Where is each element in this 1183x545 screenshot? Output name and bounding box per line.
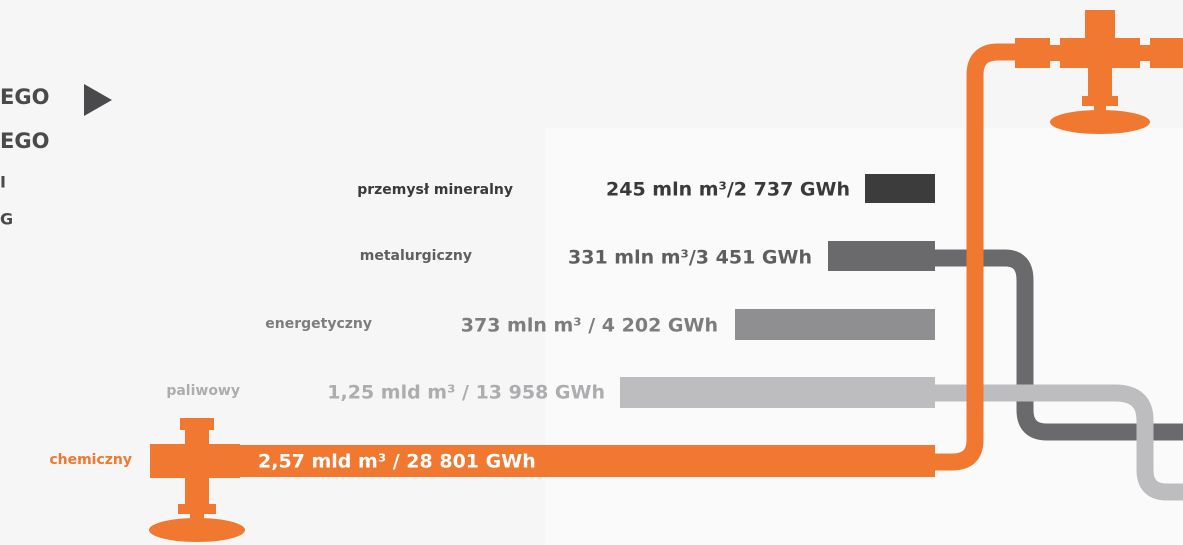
menu-item[interactable]: EGO <box>0 85 49 109</box>
menu-arrow[interactable] <box>84 84 112 116</box>
menu-item[interactable]: G <box>0 210 13 229</box>
sector-name: przemysł mineralny <box>357 182 513 198</box>
sector-amount: 2,57 mld m³ / 28 801 GWh <box>258 451 536 473</box>
bar <box>735 309 935 340</box>
sector-amount: 1,25 mld m³ / 13 958 GWh <box>327 382 605 404</box>
valve <box>149 418 245 542</box>
bar <box>828 241 935 271</box>
bar <box>240 445 935 477</box>
sector-name: metalurgiczny <box>360 248 472 264</box>
bar <box>865 174 935 203</box>
bar <box>620 377 935 408</box>
sector-amount: 245 mln m³/2 737 GWh <box>606 179 850 201</box>
pipe <box>935 384 1183 501</box>
pipe <box>935 249 1183 441</box>
pipe <box>935 43 1020 471</box>
menu-item[interactable]: EGO <box>0 129 49 153</box>
sector-amount: 331 mln m³/3 451 GWh <box>568 247 812 269</box>
sector-name: energetyczny <box>265 316 372 332</box>
sector-name: paliwowy <box>166 383 240 399</box>
sector-amount: 373 mln m³ / 4 202 GWh <box>461 315 718 337</box>
sector-name: chemiczny <box>49 452 132 468</box>
valve <box>1015 10 1183 134</box>
menu-item[interactable]: I <box>0 173 6 192</box>
